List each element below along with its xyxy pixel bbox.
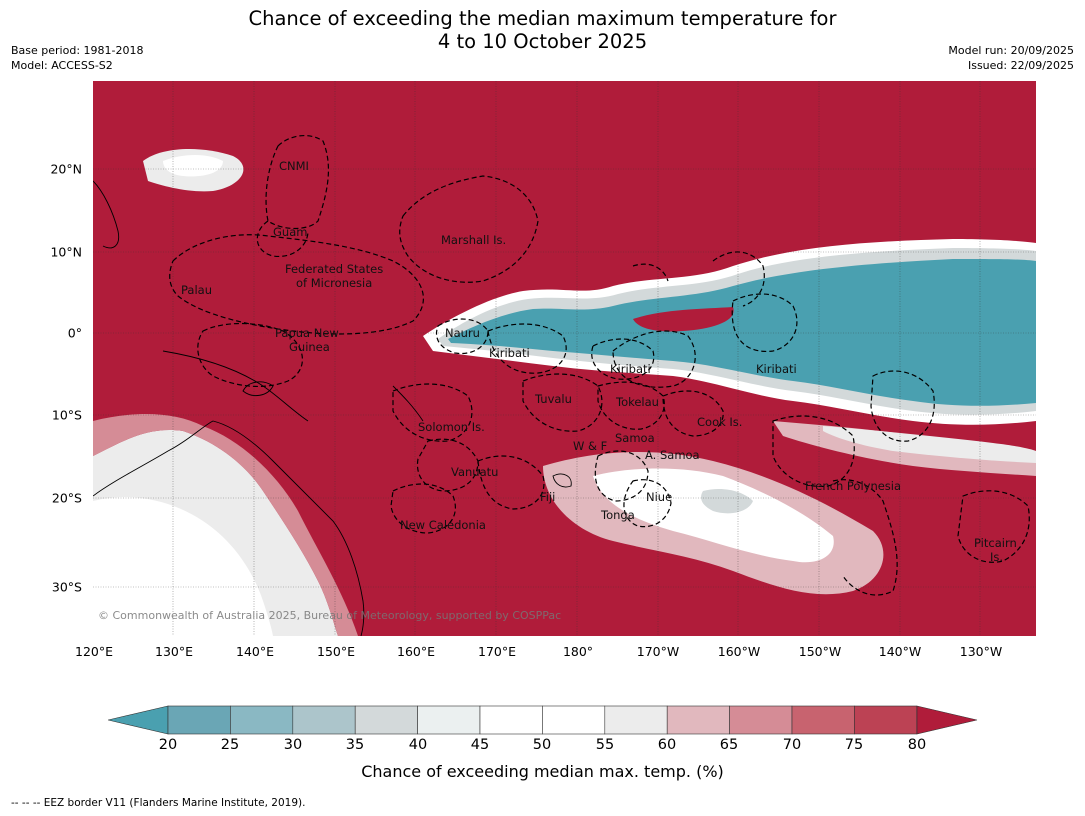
region-label-french-polynesia: French Polynesia bbox=[805, 479, 901, 493]
south-central-grey-spot bbox=[701, 489, 753, 514]
lon-tick: 160°E bbox=[396, 644, 436, 659]
colorbar-label: 75 bbox=[844, 737, 864, 753]
map-title: Chance of exceeding the median maximum t… bbox=[0, 7, 1085, 53]
lon-tick: 150°W bbox=[798, 644, 842, 659]
lon-tick: 130°E bbox=[154, 644, 194, 659]
colorbar-label: 70 bbox=[782, 737, 802, 753]
colorbar-cell bbox=[854, 705, 918, 735]
region-label-png-1: Papua New bbox=[275, 326, 339, 340]
southeast-white-band bbox=[823, 426, 1036, 463]
region-label-tuvalu: Tuvalu bbox=[534, 392, 572, 406]
region-label-tokelau: Tokelau bbox=[615, 395, 659, 409]
colorbar-label: 45 bbox=[470, 737, 490, 753]
region-label-kiribati-east: Kiribati bbox=[756, 362, 797, 376]
region-label-guam: Guam bbox=[273, 225, 307, 239]
colorbar-cell bbox=[791, 705, 855, 735]
eez-borders bbox=[169, 134, 1030, 596]
model-name: Model: ACCESS-S2 bbox=[11, 59, 113, 72]
colorbar-label: 30 bbox=[283, 737, 303, 753]
issued-date: Issued: 22/09/2025 bbox=[967, 59, 1074, 72]
colorbar-cell bbox=[542, 705, 606, 735]
meta-right: Model run: 20/09/2025 Issued: 22/09/2025 bbox=[948, 43, 1074, 73]
equatorial-blue-band bbox=[448, 259, 1036, 406]
colorbar-label: 35 bbox=[345, 737, 365, 753]
colorbar-cell bbox=[354, 705, 418, 735]
lon-tick: 140°W bbox=[878, 644, 922, 659]
region-label-niue: Niue bbox=[646, 490, 672, 504]
title-line-2: 4 to 10 October 2025 bbox=[437, 30, 648, 53]
australia-pink-area bbox=[93, 414, 358, 636]
graticule bbox=[93, 81, 1036, 636]
colorbar-label: 60 bbox=[657, 737, 677, 753]
region-label-tonga: Tonga bbox=[600, 508, 635, 522]
colorbar-under-arrow bbox=[108, 705, 169, 735]
map-svg: CNMI Guam Marshall Is. Federated States … bbox=[93, 81, 1036, 636]
region-label-kiribati-central: Kiribati bbox=[610, 362, 651, 376]
region-label-png-2: Guinea bbox=[289, 340, 330, 354]
region-label-new-caledonia: New Caledonia bbox=[400, 518, 486, 532]
copyright-notice: © Commonwealth of Australia 2025, Bureau… bbox=[98, 609, 562, 622]
colorbar-label: 55 bbox=[595, 737, 615, 753]
region-label-wallis-futuna: W & F bbox=[573, 439, 607, 453]
region-label-vanuatu: Vanuatu bbox=[451, 465, 498, 479]
region-label-nauru: Nauru bbox=[445, 326, 480, 340]
eez-footnote: -- -- -- EEZ border V11 (Flanders Marine… bbox=[11, 797, 306, 809]
region-label-pitcairn-1: Pitcairn bbox=[974, 536, 1017, 550]
colorbar-over-arrow bbox=[916, 705, 978, 735]
colorbar-title: Chance of exceeding median max. temp. (%… bbox=[361, 762, 724, 781]
colorbar-cell bbox=[604, 705, 668, 735]
colorbar-cells bbox=[167, 705, 918, 735]
colorbar-label: 65 bbox=[719, 737, 739, 753]
region-label-fsm-1: Federated States bbox=[285, 262, 383, 276]
title-line-1: Chance of exceeding the median maximum t… bbox=[248, 7, 837, 30]
lon-tick: 160°W bbox=[717, 644, 761, 659]
region-label-kiribati-west: Kiribati bbox=[489, 346, 530, 360]
region-label-pitcairn-2: Is. bbox=[990, 550, 1003, 564]
region-label-marshall: Marshall Is. bbox=[441, 233, 506, 247]
colorbar-cell bbox=[666, 705, 730, 735]
region-label-cook-is: Cook Is. bbox=[697, 415, 742, 429]
colorbar-label: 20 bbox=[158, 737, 178, 753]
lon-tick: 180° bbox=[562, 644, 594, 659]
region-label-samoa: Samoa bbox=[615, 431, 655, 445]
south-central-white-patch bbox=[593, 468, 834, 563]
lon-tick: 170°W bbox=[636, 644, 680, 659]
colorbar-cell bbox=[479, 705, 543, 735]
coastlines bbox=[93, 180, 572, 636]
colorbar-label: 80 bbox=[907, 737, 927, 753]
lat-tick: 0° bbox=[67, 325, 82, 341]
region-label-cnmi: CNMI bbox=[279, 159, 309, 173]
equatorial-red-intrusion bbox=[633, 307, 734, 332]
colorbar-label: 50 bbox=[532, 737, 552, 753]
colorbar-cell bbox=[230, 705, 294, 735]
meta-left: Base period: 1981-2018 Model: ACCESS-S2 bbox=[11, 43, 143, 73]
region-label-fiji: Fiji bbox=[540, 490, 555, 504]
australia-white-core bbox=[93, 497, 273, 636]
forecast-map: CNMI Guam Marshall Is. Federated States … bbox=[93, 81, 1036, 636]
lat-tick: 20°S bbox=[51, 490, 82, 506]
colorbar-cell bbox=[167, 705, 231, 735]
base-period: Base period: 1981-2018 bbox=[11, 44, 144, 57]
region-label-american-samoa: A. Samoa bbox=[645, 448, 700, 462]
lat-tick: 10°N bbox=[50, 244, 82, 260]
region-label-solomon: Solomon Is. bbox=[418, 420, 485, 434]
lat-tick: 20°N bbox=[50, 161, 82, 177]
model-run: Model run: 20/09/2025 bbox=[948, 44, 1074, 57]
colorbar-cell bbox=[729, 705, 793, 735]
lon-tick: 130°W bbox=[959, 644, 1003, 659]
lon-tick: 140°E bbox=[235, 644, 275, 659]
northwest-white-core bbox=[163, 155, 223, 177]
colorbar-cell bbox=[417, 705, 481, 735]
colorbar-label: 25 bbox=[220, 737, 240, 753]
lon-tick: 170°E bbox=[477, 644, 517, 659]
colorbar bbox=[108, 705, 978, 735]
lon-tick: 150°E bbox=[316, 644, 356, 659]
lon-tick: 120°E bbox=[74, 644, 114, 659]
lat-tick: 30°S bbox=[51, 579, 82, 595]
region-label-fsm-2: of Micronesia bbox=[296, 276, 372, 290]
colorbar-label: 40 bbox=[408, 737, 428, 753]
lat-tick: 10°S bbox=[51, 407, 82, 423]
region-label-palau: Palau bbox=[181, 283, 212, 297]
colorbar-cell bbox=[292, 705, 356, 735]
